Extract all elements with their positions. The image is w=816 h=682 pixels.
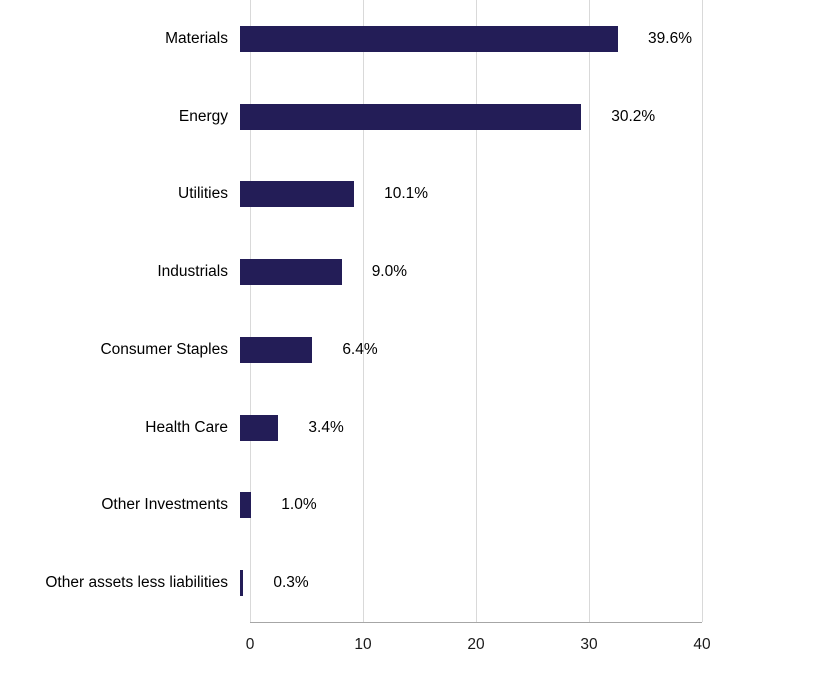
chart-row: Energy 30.2% <box>0 78 816 156</box>
category-label: Other assets less liabilities <box>45 574 228 592</box>
bar <box>240 25 619 52</box>
bar-track: 39.6% <box>240 25 692 52</box>
bar <box>240 103 582 130</box>
chart-row: Consumer Staples 6.4% <box>0 311 816 389</box>
chart-row: Health Care 3.4% <box>0 389 816 467</box>
chart-row: Other Investments 1.0% <box>0 467 816 545</box>
category-label: Materials <box>165 29 228 47</box>
chart-rows: Materials 39.6% Energy 30.2% Utilities 1… <box>0 0 816 622</box>
value-label: 39.6% <box>648 29 692 47</box>
bar <box>240 570 244 597</box>
category-label: Utilities <box>178 185 228 203</box>
chart-row: Materials 39.6% <box>0 0 816 78</box>
bar <box>240 414 279 441</box>
x-tick-label: 30 <box>580 636 598 653</box>
chart-row: Other assets less liabilities 0.3% <box>0 544 816 622</box>
bar-track: 30.2% <box>240 103 692 130</box>
category-label: Energy <box>178 107 228 125</box>
category-label: Health Care <box>145 418 228 436</box>
bar-track: 0.3% <box>240 570 692 597</box>
value-label: 9.0% <box>371 263 408 281</box>
x-tick-label: 40 <box>693 636 711 653</box>
bar-track: 6.4% <box>240 336 692 363</box>
chart-row: Industrials 9.0% <box>0 233 816 311</box>
bar-track: 10.1% <box>240 181 692 208</box>
value-label: 0.3% <box>273 574 309 592</box>
value-label: 10.1% <box>384 185 429 203</box>
bar-track: 1.0% <box>240 492 692 519</box>
value-label: 1.0% <box>281 496 317 514</box>
bar <box>240 181 355 208</box>
category-label: Consumer Staples <box>100 340 228 358</box>
category-label: Other Investments <box>101 496 228 514</box>
value-label: 30.2% <box>611 107 656 125</box>
bar-track: 3.4% <box>240 414 692 441</box>
bar <box>240 492 252 519</box>
x-tick-label: 0 <box>245 636 255 653</box>
x-tick-label: 20 <box>467 636 485 653</box>
bar <box>240 259 342 286</box>
x-axis-ticks: 0 10 20 30 40 <box>246 636 711 660</box>
x-axis-line <box>250 622 702 623</box>
value-label: 6.4% <box>342 340 378 358</box>
category-label: Industrials <box>157 263 228 281</box>
chart-row: Utilities 10.1% <box>0 156 816 234</box>
bar-track: 9.0% <box>240 259 692 286</box>
value-label: 3.4% <box>308 418 344 436</box>
x-tick-label: 10 <box>354 636 372 653</box>
bar <box>240 336 313 363</box>
